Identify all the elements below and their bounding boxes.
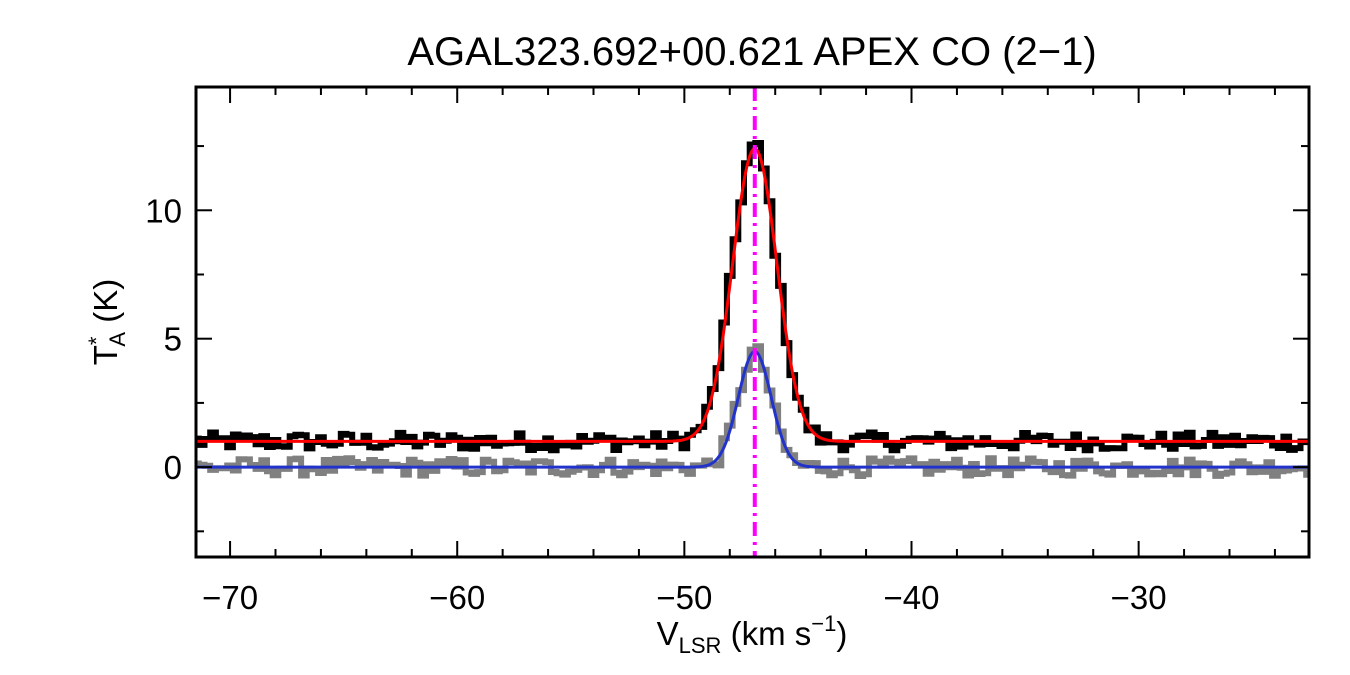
x-tick-label: −60 bbox=[429, 579, 485, 616]
x-axis-label-subscript: LSR bbox=[679, 633, 722, 658]
series-fit-offset bbox=[196, 147, 1309, 443]
y-tick-label: 10 bbox=[145, 192, 182, 229]
y-tick-label: 5 bbox=[164, 321, 182, 358]
plot-frame bbox=[194, 85, 1311, 559]
x-tick-label: −50 bbox=[656, 579, 712, 616]
y-axis-label: T*A (K) bbox=[84, 279, 130, 366]
y-axis-label-subscript: A bbox=[105, 332, 130, 347]
x-axis-label: VLSR (km s−1) bbox=[657, 611, 848, 658]
chart-title: AGAL323.692+00.621 APEX CO (2−1) bbox=[407, 30, 1096, 74]
series-spectrum-observed-offset bbox=[196, 140, 1309, 454]
x-tick-label: −40 bbox=[884, 579, 940, 616]
series-fit bbox=[196, 349, 1309, 469]
y-axis-label-main: T bbox=[87, 345, 124, 365]
x-axis-label-superscript: −1 bbox=[811, 611, 836, 636]
x-axis-label-main: V bbox=[657, 615, 679, 652]
x-axis-label-units: (km s bbox=[721, 615, 811, 652]
y-tick-label: 0 bbox=[164, 449, 182, 486]
x-axis-label-close: ) bbox=[836, 615, 847, 652]
x-tick-label: −30 bbox=[1111, 579, 1167, 616]
y-axis-label-superscript: * bbox=[84, 336, 109, 345]
y-axis-label-units: (K) bbox=[87, 279, 124, 332]
x-tick-label: −70 bbox=[202, 579, 258, 616]
